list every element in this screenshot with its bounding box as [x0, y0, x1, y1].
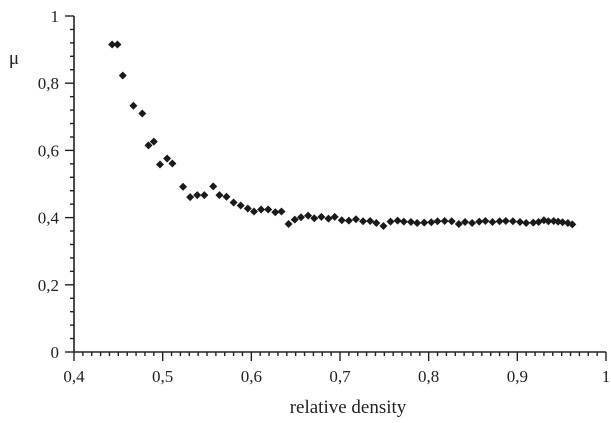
data-point [310, 214, 319, 223]
data-point [461, 217, 470, 226]
data-point [529, 218, 538, 227]
data-point [413, 218, 422, 227]
data-point [108, 40, 117, 49]
data-point [344, 216, 353, 225]
data-point [257, 205, 266, 214]
data-point [200, 191, 209, 200]
data-point [366, 216, 375, 225]
data-point [209, 182, 218, 191]
data-point [138, 109, 147, 118]
data-point [495, 217, 504, 226]
x-tick-label: 0,7 [329, 367, 351, 386]
data-point [215, 191, 224, 200]
data-point [249, 207, 258, 216]
x-tick-label: 1 [602, 367, 611, 386]
x-axis-title: relative density [290, 397, 407, 418]
data-point [296, 213, 305, 222]
y-tick-label: 0 [51, 343, 60, 362]
data-point [144, 141, 153, 150]
y-tick-label: 1 [51, 7, 60, 26]
data-point [427, 218, 436, 227]
data-point [243, 204, 252, 213]
data-point [359, 217, 368, 226]
y-tick-label: 0,4 [38, 209, 60, 228]
data-point [264, 205, 273, 214]
data-point [399, 217, 408, 226]
data-point [386, 217, 395, 226]
data-point [372, 218, 381, 227]
data-point [163, 154, 172, 163]
data-point [544, 217, 553, 226]
x-tick-label: 0,8 [418, 367, 439, 386]
data-point [440, 216, 449, 225]
data-point [568, 220, 577, 229]
data-point [179, 182, 188, 191]
y-tick-label: 0,6 [38, 141, 59, 160]
data-point [149, 137, 158, 146]
data-point [558, 218, 567, 227]
x-tick-label: 0,6 [241, 367, 262, 386]
data-point [118, 71, 127, 80]
data-point [393, 216, 402, 225]
y-axis-title: μ [9, 48, 19, 69]
data-point [330, 212, 339, 221]
tick-labels-layer: 0,4 0,5 0,6 0,7 0,8 0,9 1 0 0,2 0,4 0,6 0,8 1 [38, 7, 611, 386]
y-tick-label: 0,2 [38, 276, 59, 295]
data-point [522, 218, 531, 227]
data-point [515, 217, 524, 226]
data-point [290, 215, 299, 224]
data-point [168, 159, 177, 168]
data-point [156, 160, 165, 169]
data-point [468, 218, 477, 227]
y-tick-label: 0,8 [38, 74, 59, 93]
data-point [337, 216, 346, 225]
data-point [129, 101, 138, 110]
data-point [193, 191, 202, 200]
data-point [433, 217, 442, 226]
data-point [317, 212, 326, 221]
data-point [229, 198, 238, 207]
data-point [406, 217, 415, 226]
data-point [304, 211, 313, 220]
x-tick-label: 0,5 [152, 367, 173, 386]
data-point [271, 208, 280, 217]
data-point [475, 217, 484, 226]
x-tick-label: 0,4 [63, 367, 85, 386]
data-point [222, 192, 231, 201]
data-point [236, 201, 245, 210]
points-layer [108, 40, 577, 230]
data-point [379, 222, 388, 230]
data-point [481, 216, 490, 225]
data-point [284, 219, 293, 228]
data-point [501, 216, 510, 225]
x-tick-label: 0,9 [507, 367, 528, 386]
data-point [454, 219, 463, 228]
data-point [447, 217, 456, 226]
data-point [488, 217, 497, 226]
data-point [351, 215, 360, 224]
data-point [508, 217, 517, 226]
data-point [113, 40, 122, 49]
data-point [324, 214, 333, 223]
data-point [186, 193, 195, 202]
ticks-layer [65, 15, 607, 361]
data-point [277, 207, 286, 216]
data-point [420, 218, 429, 227]
